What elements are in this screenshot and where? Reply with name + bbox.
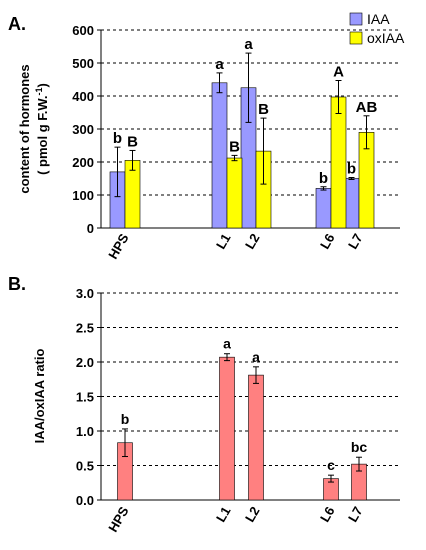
letter-a-IAA-L2: a	[244, 36, 253, 53]
xlabel-a-L1: L1	[213, 231, 234, 252]
ytick-label-b-6: 3.0	[76, 286, 94, 301]
letter-b-L1: a	[223, 336, 231, 352]
legend-swatch-IAA	[349, 12, 363, 26]
bar-a-IAA-L1	[211, 82, 228, 229]
bar-a-IAA-L6	[315, 188, 332, 229]
letter-b-L6: c	[327, 457, 335, 473]
letter-a-IAA-HPS: b	[113, 130, 122, 147]
letter-b-L7: bc	[351, 439, 368, 455]
panel-a-chart: A. 0 100 200 300 400 500 600 content of hormones…	[8, 11, 405, 262]
xlabel-b-L7: L7	[345, 504, 366, 525]
ytick-label-a-0: 0	[87, 221, 94, 236]
legend-swatch-oxIAA	[349, 31, 363, 45]
panel-label-a: A.	[8, 14, 26, 34]
ytick-label-a-6: 600	[72, 23, 94, 38]
ytick-label-a-3: 300	[72, 122, 94, 137]
xlabel-a-HPS: HPS	[105, 231, 132, 262]
xlabel-b-L2: L2	[242, 504, 263, 525]
xlabel-b-L6: L6	[317, 504, 338, 525]
panel-label-b: B.	[8, 274, 26, 294]
bar-a-oxIAA-L1	[226, 157, 243, 229]
bar-b-L2	[248, 374, 264, 501]
letter-a-oxIAA-L6: A	[333, 63, 344, 80]
legend-label-IAA: IAA	[367, 11, 390, 27]
ylabel-a-sup: -1	[34, 87, 44, 95]
ytick-label-a-4: 400	[72, 89, 94, 104]
ytick-label-b-1: 0.5	[76, 459, 94, 474]
bar-b-L1	[219, 356, 235, 501]
xlabel-a-L7: L7	[345, 231, 366, 252]
legend-label-oxIAA: oxIAA	[367, 30, 405, 46]
ylabel-a-line1: content of hormones	[17, 64, 32, 193]
letter-b-HPS: b	[121, 411, 130, 427]
letter-a-oxIAA-HPS: B	[127, 133, 138, 150]
ylabel-b: IAA/oxIAA ratio	[32, 349, 47, 444]
panel-b-chart: B. 0.0 0.5 1.0 1.5 2.0 2.5 3.0 IAA/oxIAA ratio b a…	[8, 274, 400, 535]
letter-a-oxIAA-L1: B	[229, 138, 240, 155]
xlabel-a-L2: L2	[242, 231, 263, 252]
ytick-label-b-3: 1.5	[76, 390, 94, 405]
ytick-label-b-2: 1.0	[76, 424, 94, 439]
letter-a-IAA-L7: b	[347, 161, 356, 178]
ytick-label-a-5: 500	[72, 56, 94, 71]
letter-a-oxIAA-L2: B	[258, 101, 269, 118]
xlabel-b-HPS: HPS	[105, 504, 132, 535]
ytick-label-b-0: 0.0	[76, 493, 94, 508]
letter-a-IAA-L1: a	[215, 56, 224, 73]
ylabel-a-line2: ( pmol g F.W.-1)	[34, 83, 50, 175]
ytick-label-b-5: 2.5	[76, 321, 94, 336]
ytick-label-a-1: 100	[72, 188, 94, 203]
ylabel-a-text: ( pmol g F.W.	[35, 95, 50, 174]
ylabel-a-end: )	[35, 83, 50, 87]
letter-b-L2: a	[252, 349, 260, 365]
xlabel-b-L1: L1	[213, 504, 234, 525]
xlabel-a-L6: L6	[317, 231, 338, 252]
letter-a-IAA-L6: b	[319, 170, 328, 187]
letter-a-oxIAA-L7: AB	[356, 99, 378, 116]
ytick-label-a-2: 200	[72, 155, 94, 170]
ytick-label-b-4: 2.0	[76, 355, 94, 370]
bar-a-oxIAA-L6	[330, 96, 347, 229]
